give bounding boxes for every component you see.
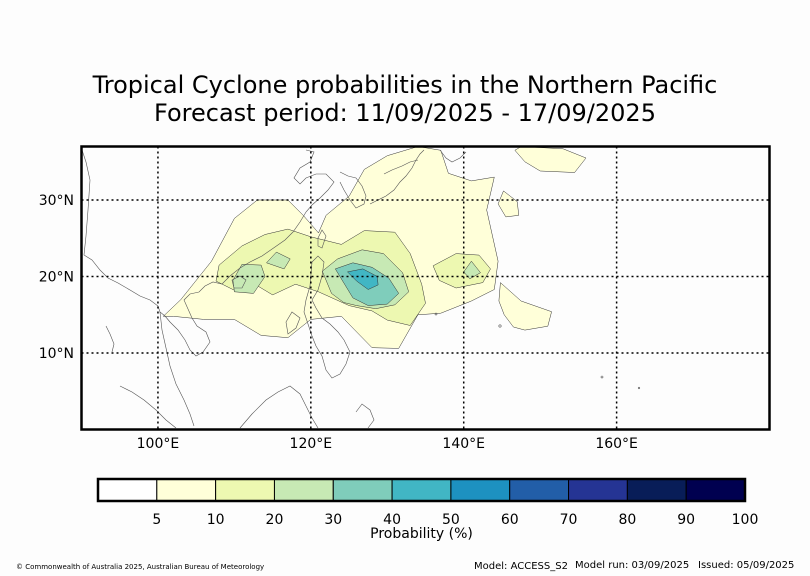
colorbar-swatch [685, 478, 746, 502]
colorbar-swatch [391, 478, 452, 502]
plot-frame [80, 145, 771, 431]
x-tick-label: 160°E [595, 436, 638, 452]
colorbar-swatch [626, 478, 687, 502]
colorbar-swatch [97, 478, 158, 502]
x-axis: 100°E 120°E 140°E 160°E [137, 436, 638, 452]
taiwan-coastline [317, 229, 327, 249]
asia-coastline [81, 149, 335, 357]
y-tick-label: 10°N [39, 346, 74, 362]
colorbar-frame [96, 477, 747, 503]
coastlines [81, 149, 641, 429]
colorbar-tick-label: 40 [383, 512, 401, 528]
colorbar-swatch [568, 478, 628, 502]
colorbar-swatch [509, 478, 570, 502]
probability-regions [162, 146, 587, 349]
colorbar-tick-label: 50 [442, 512, 460, 528]
x-tick-label: 100°E [137, 436, 180, 452]
colorbar-swatch [215, 478, 275, 502]
model-run-date: Model run: 03/09/2025 [575, 560, 690, 571]
probability-region-20-30 [266, 251, 291, 270]
y-axis: 10°N 20°N 30°N [39, 193, 74, 362]
colorbar-swatch [450, 478, 511, 502]
malay-peninsula-coastline [159, 311, 195, 427]
grid-lines [81, 146, 770, 430]
issued-date: Issued: 05/09/2025 [698, 560, 795, 571]
y-tick-label: 30°N [39, 193, 74, 209]
colorbar: 5 10 20 30 40 50 60 70 80 90 100 Probability (%) [96, 477, 759, 542]
colorbar-tick-label: 90 [677, 512, 695, 528]
colorbar-tick-label: 5 [152, 512, 161, 528]
colorbar-swatch [156, 478, 217, 502]
colorbar-tick-label: 20 [266, 512, 284, 528]
colorbar-tick-label: 100 [732, 512, 759, 528]
philippines-coastline [303, 255, 351, 379]
colorbar-tick-label: 60 [501, 512, 519, 528]
hainan-coastline [231, 275, 247, 289]
korea-coastline [339, 171, 367, 209]
model-name: Model: ACCESS_S2 [474, 561, 568, 572]
colorbar-swatch [273, 478, 334, 502]
probability-region-10-20 [432, 253, 491, 289]
probability-region-20-30 [232, 264, 266, 294]
probability-region-5-10 [498, 282, 552, 331]
copyright-text: © Commonwealth of Australia 2025, Austra… [16, 563, 265, 571]
colorbar-tick-label: 10 [207, 512, 225, 528]
colorbar-tick-label: 70 [560, 512, 578, 528]
probability-region-5-10 [497, 190, 520, 218]
colorbar-swatch [332, 478, 393, 502]
japan-coastline [369, 149, 425, 205]
probability-region-40-50 [346, 268, 379, 290]
y-tick-label: 20°N [39, 270, 74, 286]
colorbar-label: Probability (%) [370, 526, 473, 542]
chart-title: Tropical Cyclone probabilities in the No… [92, 71, 718, 99]
x-tick-label: 120°E [290, 436, 333, 452]
x-tick-label: 140°E [442, 436, 485, 452]
colorbar-tick-label: 80 [618, 512, 636, 528]
chart-subtitle: Forecast period: 11/09/2025 - 17/09/2025 [154, 99, 656, 127]
probability-region-5-10 [514, 146, 587, 173]
borneo-coastline [239, 385, 319, 429]
colorbar-tick-label: 30 [324, 512, 342, 528]
